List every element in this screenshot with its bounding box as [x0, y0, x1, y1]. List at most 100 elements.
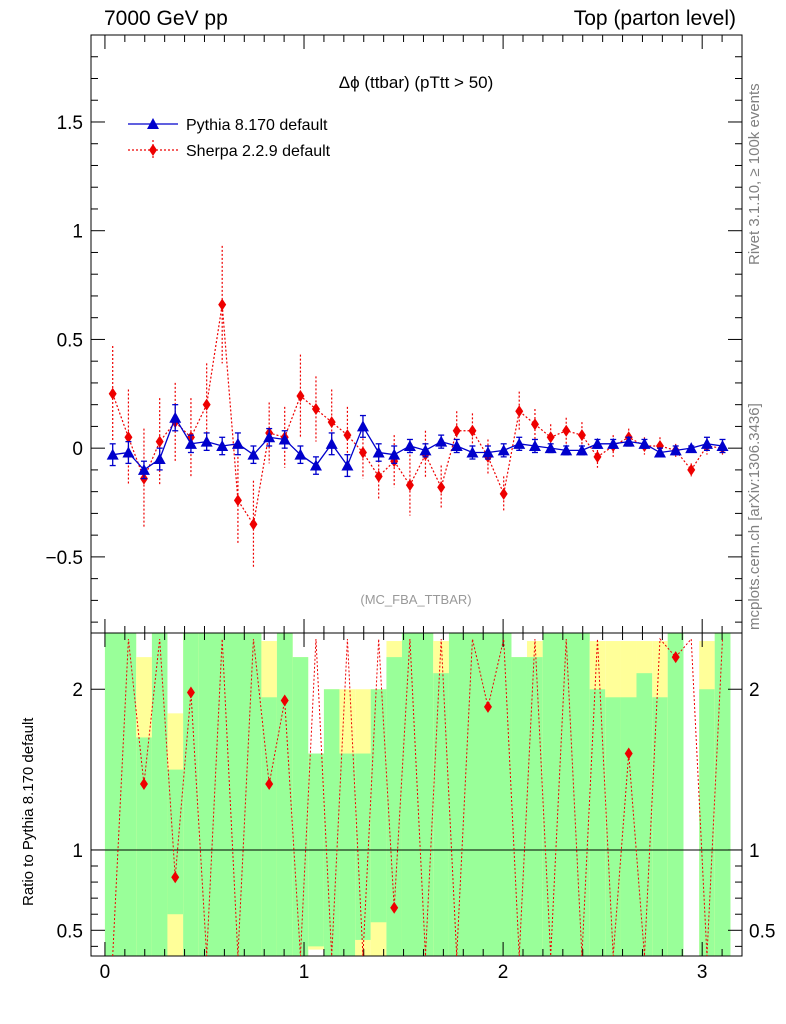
- pythia-point: [169, 411, 182, 423]
- sherpa-point: [577, 429, 586, 442]
- pythia-point: [513, 437, 526, 449]
- ratio-x-tick-label: 3: [697, 962, 708, 983]
- pythia-point: [231, 437, 244, 449]
- pythia-point: [575, 444, 588, 456]
- pythia-point: [247, 448, 260, 460]
- ratio-band-inner-23: [620, 697, 637, 956]
- ratio-band-inner-4: [183, 633, 199, 956]
- pythia-point: [372, 446, 385, 458]
- sherpa-point: [437, 481, 446, 494]
- ratio-y-tick-label-right: 2: [749, 680, 760, 701]
- ratio-x-tick-label: 1: [299, 962, 310, 983]
- sherpa-point: [374, 470, 383, 483]
- pythia-point: [544, 442, 557, 454]
- ratio-band-inner-20: [542, 633, 590, 956]
- ratio-band-inner-2: [151, 633, 168, 956]
- pythia-point: [560, 444, 573, 456]
- sherpa-point: [249, 518, 258, 531]
- ratio-y-tick-label-right: 1: [749, 841, 760, 862]
- sherpa-point: [530, 418, 539, 431]
- ratio-band-inner-24: [636, 673, 653, 956]
- main-x-ticks: [104, 35, 723, 633]
- pythia-point: [528, 439, 541, 451]
- ratio-x-tick-label: 0: [100, 962, 111, 983]
- ratio-band-inner-13: [370, 689, 387, 923]
- main-y-tick-label: 0.5: [57, 330, 83, 351]
- pythia-point: [294, 448, 307, 460]
- pythia-point: [153, 453, 166, 465]
- sherpa-point: [327, 416, 336, 429]
- sherpa-point: [343, 429, 352, 442]
- ratio-sherpa-point: [624, 747, 633, 760]
- ratio-band-inner-10: [323, 689, 340, 956]
- pythia-point: [137, 463, 150, 475]
- main-y-tick-label: 1.5: [57, 113, 83, 134]
- sherpa-point: [593, 450, 602, 463]
- ratio-band-inner-19: [526, 657, 543, 956]
- ratio-band-inner-14: [386, 657, 402, 956]
- sherpa-point: [562, 424, 571, 437]
- pythia-point: [653, 446, 666, 458]
- ratio-band-inner-17: [448, 633, 512, 956]
- sherpa-point: [155, 435, 164, 448]
- main-y-tick-label: 1: [72, 222, 83, 243]
- pythia-point: [450, 439, 463, 451]
- sherpa-point: [546, 431, 555, 444]
- ratio-sherpa-point: [171, 871, 180, 884]
- pythia-point: [435, 435, 448, 447]
- ratio-sherpa-point: [671, 651, 680, 664]
- sherpa-point: [108, 387, 117, 400]
- pythia-point: [466, 446, 479, 458]
- ratio-band-inner-21: [589, 689, 606, 956]
- sherpa-point: [515, 405, 524, 418]
- ratio-sherpa-line: [112, 637, 723, 957]
- sherpa-point: [405, 479, 414, 492]
- ratio-band-inner-5: [198, 633, 262, 956]
- ratio-band-inner-1: [136, 737, 152, 956]
- header-left-label: 7000 GeV pp: [104, 7, 228, 30]
- ratio-band-inner-16: [433, 673, 449, 956]
- sherpa-point: [358, 446, 367, 459]
- pythia-point: [216, 439, 229, 451]
- pythia-line: [112, 416, 723, 471]
- sherpa-point: [124, 431, 133, 444]
- sherpa-line: [112, 304, 723, 526]
- legend-sherpa-marker: [149, 144, 157, 156]
- pythia-point: [356, 420, 369, 432]
- ratio-sherpa-point: [186, 686, 195, 699]
- ratio-sherpa-point: [390, 901, 399, 914]
- pythia-point: [106, 448, 119, 460]
- pythia-point: [325, 437, 338, 449]
- pythia-point: [607, 437, 620, 449]
- ratio-sherpa-point: [265, 778, 274, 791]
- header-right-label: Top (parton level): [573, 7, 736, 30]
- pythia-point: [591, 437, 604, 449]
- main-y-tick-label: 0: [72, 439, 83, 460]
- sherpa-point: [233, 494, 242, 507]
- sherpa-point: [452, 424, 461, 437]
- ratio-band-inner-12: [355, 753, 371, 940]
- main-y-ticks: −0.5 0 0.5 1 1.5: [45, 56, 742, 623]
- sherpa-point: [655, 439, 664, 452]
- sherpa-point: [202, 398, 211, 411]
- ratio-sherpa-point: [139, 778, 148, 791]
- pythia-point: [685, 442, 698, 454]
- pythia-point: [184, 437, 197, 449]
- pythia-point: [309, 459, 322, 471]
- sherpa-point: [687, 463, 696, 476]
- pythia-point: [122, 446, 135, 458]
- ratio-plot-frame: [90, 632, 743, 957]
- ratio-band-inner-8: [292, 657, 309, 956]
- pythia-point: [497, 444, 510, 456]
- legend: Pythia 8.170 default Sherpa 2.2.9 default: [128, 117, 331, 160]
- ratio-band-inner-6: [261, 697, 277, 956]
- ratio-sherpa-point: [280, 694, 289, 707]
- pythia-point: [419, 444, 432, 456]
- pythia-point: [403, 439, 416, 451]
- ratio-band-inner-22: [605, 697, 621, 956]
- ratio-y-tick-label: 0.5: [57, 921, 83, 942]
- legend-sherpa-label: Sherpa 2.2.9 default: [186, 143, 331, 160]
- sherpa-point: [311, 403, 320, 416]
- pythia-point: [622, 435, 635, 447]
